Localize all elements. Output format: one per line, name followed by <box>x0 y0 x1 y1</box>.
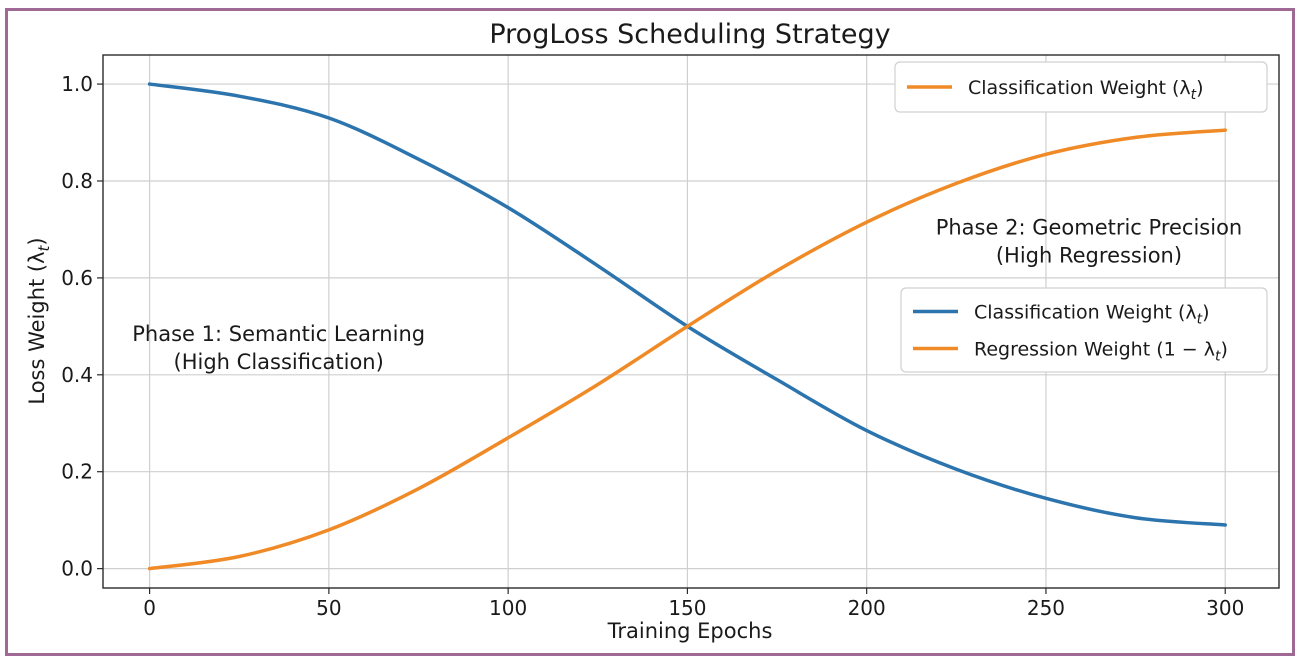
x-axis-label: Training Epochs <box>607 619 773 643</box>
legend-label-main: Classification Weight (λ <box>968 77 1191 99</box>
y-tick-label: 0.4 <box>61 363 93 387</box>
x-tick-label: 300 <box>1206 596 1244 620</box>
x-tick-label: 150 <box>668 596 706 620</box>
y-tick-label: 0.2 <box>61 460 93 484</box>
annotation-1-line-0: Phase 2: Geometric Precision <box>936 215 1243 239</box>
y-axis-label: Loss Weight (λt) <box>25 237 53 404</box>
legend-label-1-1: Regression Weight (1 − λt) <box>974 339 1228 365</box>
y-axis-label-main: Loss Weight (λ <box>25 251 49 404</box>
legends: Classification Weight (λt)Classification… <box>894 61 1268 373</box>
y-axis-label-close: ) <box>25 237 49 245</box>
y-axis-label-sub: t <box>35 244 53 251</box>
x-tick-label: 250 <box>1027 596 1065 620</box>
legend-label-main: Regression Weight (1 − λ <box>974 339 1215 361</box>
legend-label-sub: t <box>1197 312 1203 328</box>
y-tick-label: 1.0 <box>61 72 93 96</box>
series <box>147 82 1227 571</box>
y-tick-label: 0.6 <box>61 266 93 290</box>
legend-label-close: ) <box>1202 302 1209 324</box>
legend-label-close: ) <box>1220 339 1227 361</box>
legend-label-close: ) <box>1196 77 1203 99</box>
chart-title: ProgLoss Scheduling Strategy <box>489 19 890 50</box>
legend-label-1-0: Classification Weight (λt) <box>974 302 1210 328</box>
x-tick-label: 200 <box>848 596 886 620</box>
y-tick-label: 0.0 <box>61 557 93 581</box>
legend-box-1 <box>900 287 1268 373</box>
annotations: Phase 1: Semantic Learning (High Classifi… <box>132 215 1242 374</box>
axis-ticks: 0 50 100 150 200 250 300 0.0 0.2 0.4 0.6 0.8 1.0 <box>61 72 1244 620</box>
legend-label-sub: t <box>1191 87 1197 103</box>
annotation-0-line-1: (High Classification) <box>174 350 384 374</box>
annotation-1-line-1: (High Regression) <box>996 243 1182 267</box>
plot-area-border <box>102 54 1280 589</box>
legend-label-main: Classification Weight (λ <box>974 302 1197 324</box>
x-tick-label: 0 <box>143 596 156 620</box>
legend-label-0-0: Classification Weight (λt) <box>968 77 1204 103</box>
legend-label-sub: t <box>1215 349 1221 365</box>
legend-box-0 <box>894 61 1268 113</box>
annotation-0-line-0: Phase 1: Semantic Learning <box>132 322 425 346</box>
series-line-1 <box>147 128 1227 571</box>
y-tick-label: 0.8 <box>61 169 93 193</box>
x-tick-label: 50 <box>316 596 341 620</box>
x-tick-label: 100 <box>489 596 527 620</box>
